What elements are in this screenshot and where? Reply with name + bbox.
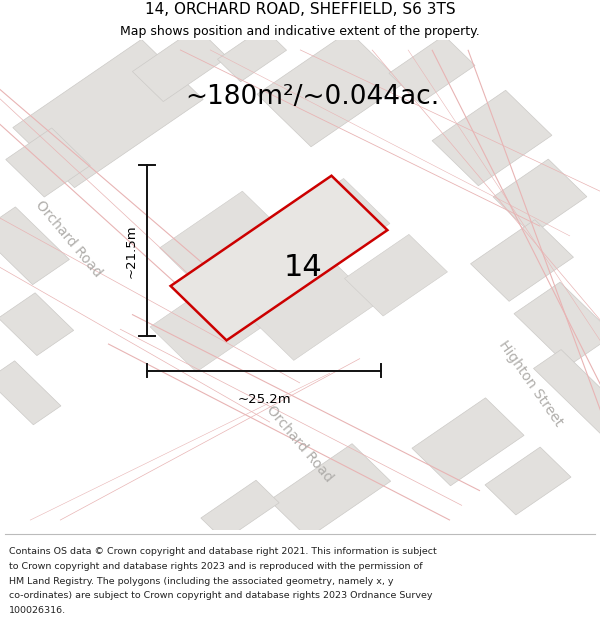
Polygon shape xyxy=(170,176,388,341)
Polygon shape xyxy=(0,361,61,425)
Text: 100026316.: 100026316. xyxy=(9,606,66,615)
Text: 14: 14 xyxy=(284,253,322,282)
Polygon shape xyxy=(247,259,377,361)
Polygon shape xyxy=(470,219,574,301)
Polygon shape xyxy=(269,444,391,538)
Polygon shape xyxy=(0,293,74,356)
Text: ~180m²/~0.044ac.: ~180m²/~0.044ac. xyxy=(185,84,439,110)
Polygon shape xyxy=(6,128,90,197)
Text: Contains OS data © Crown copyright and database right 2021. This information is : Contains OS data © Crown copyright and d… xyxy=(9,547,437,556)
Text: co-ordinates) are subject to Crown copyright and database rights 2023 Ordnance S: co-ordinates) are subject to Crown copyr… xyxy=(9,591,433,600)
Polygon shape xyxy=(270,179,390,274)
Text: to Crown copyright and database rights 2023 and is reproduced with the permissio: to Crown copyright and database rights 2… xyxy=(9,562,422,571)
Text: ~25.2m: ~25.2m xyxy=(237,392,291,406)
Polygon shape xyxy=(160,191,296,301)
Polygon shape xyxy=(432,90,552,186)
Text: 14, ORCHARD ROAD, SHEFFIELD, S6 3TS: 14, ORCHARD ROAD, SHEFFIELD, S6 3TS xyxy=(145,2,455,18)
Polygon shape xyxy=(257,31,403,147)
Polygon shape xyxy=(217,28,287,82)
Polygon shape xyxy=(514,282,600,366)
Polygon shape xyxy=(150,276,270,372)
Polygon shape xyxy=(493,159,587,234)
Text: ~21.5m: ~21.5m xyxy=(125,224,138,278)
Text: Map shows position and indicative extent of the property.: Map shows position and indicative extent… xyxy=(120,25,480,38)
Text: HM Land Registry. The polygons (including the associated geometry, namely x, y: HM Land Registry. The polygons (includin… xyxy=(9,576,394,586)
Polygon shape xyxy=(201,480,279,541)
Polygon shape xyxy=(344,234,448,316)
Polygon shape xyxy=(13,39,203,188)
Polygon shape xyxy=(533,349,600,436)
Text: Highton Street: Highton Street xyxy=(496,338,566,429)
Text: Orchard Road: Orchard Road xyxy=(264,403,336,485)
Polygon shape xyxy=(412,398,524,486)
Polygon shape xyxy=(0,207,70,284)
Polygon shape xyxy=(485,447,571,515)
Polygon shape xyxy=(133,28,227,101)
Text: Orchard Road: Orchard Road xyxy=(33,198,105,279)
Polygon shape xyxy=(389,36,475,103)
